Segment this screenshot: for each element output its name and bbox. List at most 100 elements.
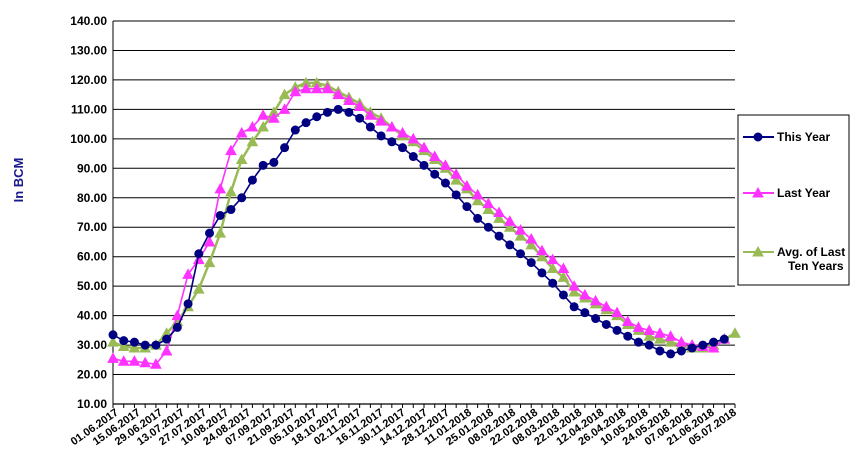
data-point [526,258,536,268]
data-point [171,309,184,321]
data-point [643,324,656,335]
data-point [257,109,269,120]
data-point [568,280,580,291]
data-point [450,168,463,179]
data-point [128,355,141,366]
data-point [353,100,366,111]
data-point [387,137,397,147]
x-axis-ticks: 01.06.201715.06.201729.06.201713.07.2017… [69,407,739,448]
data-point [439,159,452,170]
data-point [655,346,665,356]
data-point [246,121,259,132]
data-point [461,179,473,191]
data-point [418,141,430,153]
data-point [568,286,580,297]
data-point [235,126,248,138]
data-point [698,340,708,350]
y-tick-label: 80.00 [77,191,107,205]
data-point [462,202,472,212]
data-point [516,249,526,259]
data-point [150,358,162,369]
y-tick-label: 10.00 [77,397,107,411]
data-point [687,343,697,353]
data-point [707,341,720,353]
series-line [112,108,725,355]
data-point [214,182,227,194]
data-point [237,193,247,203]
data-point [514,230,527,241]
series-lines [107,76,741,369]
data-point [139,356,152,368]
data-point [257,121,269,132]
series-line [112,81,736,350]
data-point [664,330,677,341]
data-point [408,152,418,162]
data-point [440,178,450,188]
data-point [493,206,505,217]
data-point [344,107,354,117]
data-point [290,125,300,135]
legend-item-1: Last Year [743,186,830,200]
data-point [600,300,613,312]
data-point [419,160,429,170]
series-0 [108,104,729,359]
data-point [332,88,345,100]
data-point [203,235,216,247]
data-point [666,349,676,359]
data-point [151,340,161,350]
data-point [385,121,398,132]
data-point [611,306,623,318]
data-point [525,232,538,244]
data-point [108,330,118,340]
data-point [407,132,420,144]
data-point [471,188,484,200]
data-point [482,197,495,209]
y-tick-label: 120.00 [70,73,107,87]
y-tick-label: 50.00 [77,279,107,293]
data-point [119,336,129,346]
y-tick-label: 30.00 [77,338,107,352]
legend-swatch-marker [753,132,763,142]
data-point [676,346,686,356]
data-point [183,299,193,309]
data-point [428,150,441,162]
data-point [654,333,666,344]
y-tick-label: 90.00 [77,161,107,175]
data-point [471,194,484,206]
y-tick-label: 40.00 [77,309,107,323]
data-point [364,109,377,120]
data-point [623,331,633,341]
y-axis-ticks: 10.00 20.00 30.00 40.00 50.00 60.00 70.00 80.00… [70,14,107,411]
data-point [633,337,643,347]
data-point [451,190,461,200]
data-point [128,341,141,353]
data-point [612,325,622,335]
data-point [505,240,515,250]
series-1 [107,82,731,369]
data-point [310,82,323,94]
y-axis-label: In BCM [11,158,26,203]
data-point [182,268,194,279]
data-point [225,144,237,156]
legend-label: Last Year [777,186,830,200]
data-point [654,327,666,338]
series-2 [107,76,741,353]
legend-box [737,114,850,286]
data-point [398,143,408,153]
data-point [473,213,483,223]
data-point [536,250,548,262]
legend-label: This Year [777,130,830,144]
data-point [162,334,172,344]
legend-swatch-marker [752,245,764,257]
data-point [430,169,440,179]
data-point [503,221,516,232]
data-point [557,271,570,282]
data-point [258,160,268,170]
data-point [278,103,291,114]
y-tick-label: 100.00 [70,132,107,146]
data-point [719,334,729,344]
data-point [172,322,182,332]
data-point [375,115,387,126]
data-point [482,203,495,215]
